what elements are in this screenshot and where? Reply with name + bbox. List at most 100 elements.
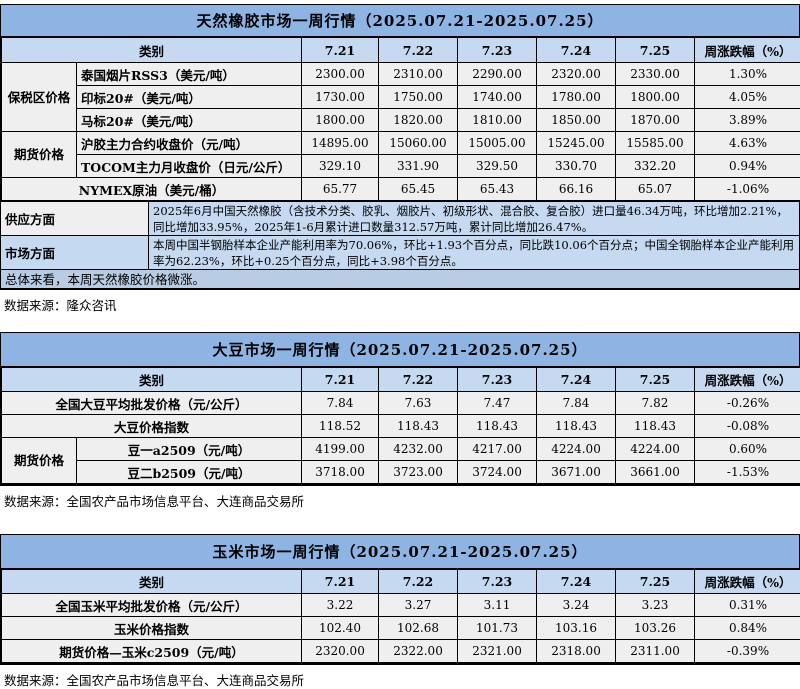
supply-note-text: 2025年6月中国天然橡胶（含技术分类、胶乳、烟胶片、初级形状、混合胶、复合胶）… <box>149 202 799 235</box>
table-row: 期货价格 豆一a2509（元/吨） 4199.00 4232.00 4217.0… <box>2 438 800 461</box>
cell-value: 3.27 <box>379 594 458 617</box>
row-label: 期货价格—玉米c2509（元/吨） <box>2 640 302 663</box>
table-row: NYMEX原油（美元/桶） 65.77 65.45 65.43 66.16 65… <box>2 178 800 201</box>
cell-weekly-change: -1.06% <box>695 178 800 201</box>
cell-value: 1780.00 <box>537 86 616 109</box>
table-title: 玉米市场一周行情（2025.07.21-2025.07.25） <box>1 535 799 569</box>
cell-value: 2300.00 <box>302 63 379 86</box>
corn-market-table: 玉米市场一周行情（2025.07.21-2025.07.25） 类别 7.21 … <box>0 534 800 665</box>
cell-value: 1800.00 <box>302 109 379 132</box>
row-label: 大豆价格指数 <box>2 415 302 438</box>
column-header-weekly-change: 周涨跌幅（%） <box>695 570 800 594</box>
cell-value: 1810.00 <box>458 109 537 132</box>
cell-value: 15245.00 <box>537 132 616 155</box>
header-row: 类别 7.21 7.22 7.23 7.24 7.25 周涨跌幅（%） <box>2 38 800 63</box>
overall-summary: 总体来看，本周天然橡胶价格微涨。 <box>1 269 799 288</box>
cell-weekly-change: 0.94% <box>695 155 800 178</box>
row-group-futures-price: 期货价格 <box>2 132 77 178</box>
market-note-text: 本周中国半钢胎样本企业产能利用率为70.06%，环比+1.93个百分点，同比跌1… <box>149 236 799 269</box>
cell-value: 2330.00 <box>616 63 695 86</box>
note-label-market: 市场方面 <box>1 236 149 269</box>
column-header-date: 7.22 <box>379 368 458 392</box>
cell-weekly-change: -0.26% <box>695 392 800 415</box>
row-label: 全国大豆平均批发价格（元/公斤） <box>2 392 302 415</box>
cell-weekly-change: -1.53% <box>695 461 800 484</box>
row-label: 玉米价格指数 <box>2 617 302 640</box>
cell-value: 4232.00 <box>379 438 458 461</box>
table-row: 大豆价格指数 118.52 118.43 118.43 118.43 118.4… <box>2 415 800 438</box>
row-label: 马标20#（美元/吨） <box>77 109 302 132</box>
cell-value: 4224.00 <box>537 438 616 461</box>
cell-value: 2318.00 <box>537 640 616 663</box>
column-header-date: 7.21 <box>302 368 379 392</box>
cell-value: 329.10 <box>302 155 379 178</box>
soybean-market-table: 大豆市场一周行情（2025.07.21-2025.07.25） 类别 7.21 … <box>0 332 800 486</box>
cell-value: 1800.00 <box>616 86 695 109</box>
cell-value: 4199.00 <box>302 438 379 461</box>
cell-value: 15585.00 <box>616 132 695 155</box>
table-row: 保税区价格 泰国烟片RSS3（美元/吨） 2300.00 2310.00 229… <box>2 63 800 86</box>
cell-value: 118.43 <box>616 415 695 438</box>
cell-value: 118.43 <box>458 415 537 438</box>
cell-value: 2310.00 <box>379 63 458 86</box>
column-header-date: 7.24 <box>537 570 616 594</box>
column-header-date: 7.25 <box>616 570 695 594</box>
table-row: 豆二b2509（元/吨） 3718.00 3723.00 3724.00 367… <box>2 461 800 484</box>
cell-weekly-change: 1.30% <box>695 63 800 86</box>
column-header-date: 7.22 <box>379 570 458 594</box>
column-header-category: 类别 <box>2 570 302 594</box>
table-row: 马标20#（美元/吨） 1800.00 1820.00 1810.00 1850… <box>2 109 800 132</box>
row-label: 豆二b2509（元/吨） <box>77 461 302 484</box>
column-header-date: 7.23 <box>458 38 537 63</box>
table-row: 全国玉米平均批发价格（元/公斤） 3.22 3.27 3.11 3.24 3.2… <box>2 594 800 617</box>
column-header-date: 7.24 <box>537 38 616 63</box>
cell-value: 2290.00 <box>458 63 537 86</box>
cell-value: 332.20 <box>616 155 695 178</box>
cell-value: 329.50 <box>458 155 537 178</box>
data-source-rubber: 数据来源：隆众咨讯 <box>4 295 800 314</box>
row-group-futures-price: 期货价格 <box>2 438 77 484</box>
cell-weekly-change: 4.05% <box>695 86 800 109</box>
cell-value: 103.26 <box>616 617 695 640</box>
cell-value: 1870.00 <box>616 109 695 132</box>
header-row: 类别 7.21 7.22 7.23 7.24 7.25 周涨跌幅（%） <box>2 570 800 594</box>
row-label: 全国玉米平均批发价格（元/公斤） <box>2 594 302 617</box>
column-header-weekly-change: 周涨跌幅（%） <box>695 368 800 392</box>
cell-value: 14895.00 <box>302 132 379 155</box>
corn-price-grid: 类别 7.21 7.22 7.23 7.24 7.25 周涨跌幅（%） 全国玉米… <box>1 569 800 663</box>
row-label: NYMEX原油（美元/桶） <box>2 178 302 201</box>
column-header-date: 7.21 <box>302 38 379 63</box>
cell-value: 101.73 <box>458 617 537 640</box>
table-title: 天然橡胶市场一周行情（2025.07.21-2025.07.25） <box>1 5 799 37</box>
cell-value: 331.90 <box>379 155 458 178</box>
note-label-supply: 供应方面 <box>1 202 149 235</box>
cell-value: 65.77 <box>302 178 379 201</box>
cell-value: 330.70 <box>537 155 616 178</box>
supply-note-row: 供应方面 2025年6月中国天然橡胶（含技术分类、胶乳、烟胶片、初级形状、混合胶… <box>1 201 799 235</box>
cell-value: 1750.00 <box>379 86 458 109</box>
row-label: 泰国烟片RSS3（美元/吨） <box>77 63 302 86</box>
cell-value: 3.22 <box>302 594 379 617</box>
cell-value: 3.24 <box>537 594 616 617</box>
cell-value: 3.23 <box>616 594 695 617</box>
row-label: 沪胶主力合约收盘价（元/吨） <box>77 132 302 155</box>
cell-weekly-change: 0.31% <box>695 594 800 617</box>
cell-value: 3.11 <box>458 594 537 617</box>
cell-value: 66.16 <box>537 178 616 201</box>
column-header-date: 7.22 <box>379 38 458 63</box>
rubber-market-table: 天然橡胶市场一周行情（2025.07.21-2025.07.25） 类别 7.2… <box>0 4 800 290</box>
row-label: 豆一a2509（元/吨） <box>77 438 302 461</box>
cell-weekly-change: 4.63% <box>695 132 800 155</box>
cell-value: 3724.00 <box>458 461 537 484</box>
cell-value: 7.63 <box>379 392 458 415</box>
cell-weekly-change: -0.08% <box>695 415 800 438</box>
column-header-date: 7.23 <box>458 570 537 594</box>
cell-value: 102.40 <box>302 617 379 640</box>
market-note-row: 市场方面 本周中国半钢胎样本企业产能利用率为70.06%，环比+1.93个百分点… <box>1 235 799 269</box>
cell-value: 3723.00 <box>379 461 458 484</box>
cell-value: 2320.00 <box>302 640 379 663</box>
cell-value: 7.84 <box>537 392 616 415</box>
cell-value: 7.82 <box>616 392 695 415</box>
cell-value: 7.84 <box>302 392 379 415</box>
